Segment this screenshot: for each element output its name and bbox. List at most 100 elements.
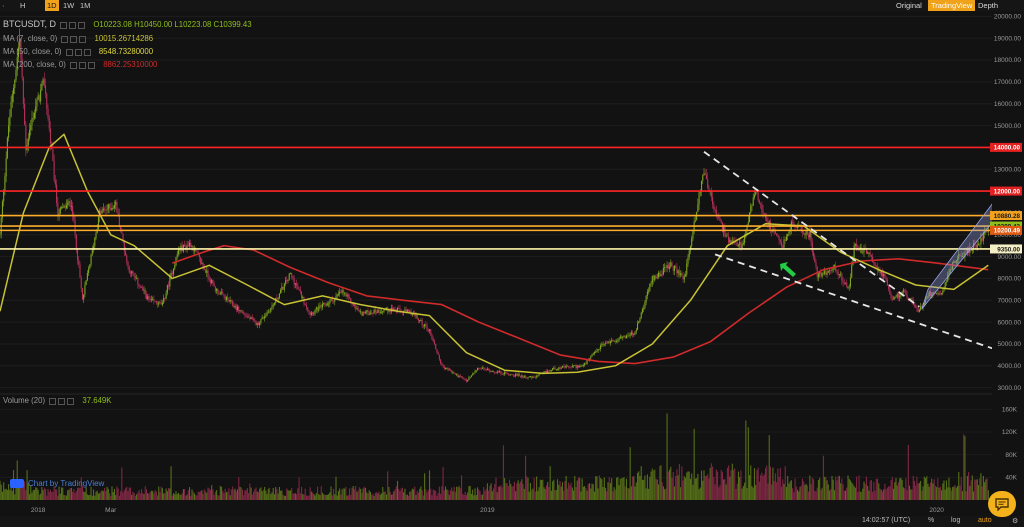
candle-body <box>280 289 282 294</box>
settings-icon[interactable] <box>69 21 77 29</box>
candle-body <box>774 230 776 234</box>
candle-body <box>812 252 815 257</box>
candle-body <box>421 320 423 326</box>
volume-bar <box>19 487 21 500</box>
volume-bar <box>789 481 791 500</box>
volume-bar <box>224 488 226 500</box>
volume-bar <box>960 477 962 500</box>
close-icon[interactable] <box>88 61 96 69</box>
candle-body <box>17 47 20 58</box>
volume-bar <box>384 491 386 500</box>
log-scale-toggle[interactable]: log <box>951 517 961 524</box>
candle-body <box>777 234 779 237</box>
volume-bar <box>106 486 108 500</box>
close-icon[interactable] <box>78 21 86 29</box>
volume-bar <box>6 490 8 500</box>
candle-body <box>196 251 198 253</box>
ma7-label[interactable]: MA (7, close, 0) <box>3 34 58 43</box>
candle-body <box>900 294 902 296</box>
candle-body <box>367 310 369 315</box>
tradingview-watermark[interactable]: Chart by TradingView <box>10 479 104 489</box>
close-icon[interactable] <box>79 35 87 43</box>
candle-body <box>446 367 448 369</box>
ma200-controls <box>68 60 96 69</box>
volume-bar <box>656 479 658 500</box>
candle-body <box>959 254 961 256</box>
candle-body <box>917 308 919 312</box>
candle-body <box>678 270 680 276</box>
candle-body <box>104 208 106 210</box>
volume-bar <box>233 489 235 500</box>
volume-bar <box>858 475 860 500</box>
volume-label[interactable]: Volume (20) <box>3 396 46 405</box>
candle-body <box>236 306 239 311</box>
candle-body <box>971 248 973 251</box>
candle-body <box>265 315 267 317</box>
volume-bar <box>901 479 903 500</box>
ma50-label[interactable]: MA (50, close, 0) <box>3 47 62 56</box>
eye-icon[interactable] <box>49 397 57 405</box>
settings-icon[interactable] <box>74 48 82 56</box>
chat-button[interactable] <box>988 491 1016 517</box>
percent-scale-toggle[interactable]: % <box>928 517 935 524</box>
volume-bar <box>507 485 509 500</box>
candle-body <box>915 305 917 308</box>
auto-scale-toggle[interactable]: auto <box>978 517 992 524</box>
candle-body <box>613 341 615 342</box>
volume-bar <box>41 487 43 500</box>
volume-bar <box>441 486 443 500</box>
gear-icon[interactable]: ⚙ <box>1012 518 1019 525</box>
volume-bar <box>719 485 721 500</box>
candle-body <box>33 112 36 119</box>
candle-body <box>457 373 459 378</box>
candle-body <box>921 306 923 308</box>
eye-icon[interactable] <box>60 21 68 29</box>
candle-body <box>667 264 669 269</box>
volume-bar <box>329 492 331 500</box>
volume-bar <box>425 489 427 500</box>
candle-body <box>825 270 827 275</box>
eye-icon[interactable] <box>70 61 78 69</box>
volume-bar <box>650 471 652 500</box>
volume-bar <box>516 483 518 500</box>
volume-bar <box>864 483 866 500</box>
close-icon[interactable] <box>67 397 75 405</box>
close-icon[interactable] <box>83 48 91 56</box>
candle-body <box>910 298 912 300</box>
timeframe-h-button[interactable]: H <box>20 1 26 10</box>
eye-icon[interactable] <box>65 48 73 56</box>
view-tradingview-button[interactable]: TradingView <box>928 0 976 11</box>
candle-body <box>238 306 240 312</box>
settings-icon[interactable] <box>58 397 66 405</box>
candle-body <box>574 365 576 367</box>
timeframe-1d-button[interactable]: 1D <box>45 0 59 11</box>
volume-bar <box>688 471 690 500</box>
eye-icon[interactable] <box>61 35 69 43</box>
timeframe-minute-button[interactable]: · <box>2 1 5 10</box>
candle-body <box>932 292 934 295</box>
candle-body <box>286 280 288 282</box>
symbol-label[interactable]: BTCUSDT, D <box>3 19 57 29</box>
timeframe-1w-button[interactable]: 1W <box>63 1 75 10</box>
candle-body <box>3 190 5 202</box>
volume-bar <box>5 488 7 500</box>
volume-bar <box>543 487 545 500</box>
timeframe-1m-button[interactable]: 1M <box>80 1 91 10</box>
settings-icon[interactable] <box>79 61 87 69</box>
view-original-button[interactable]: Original <box>896 1 922 10</box>
candle-body <box>341 290 343 293</box>
candle-body <box>76 248 79 261</box>
volume-bar <box>185 495 187 500</box>
volume-bar <box>598 475 600 500</box>
ma7-controls <box>59 34 87 43</box>
ma200-label[interactable]: MA (200, close, 0) <box>3 60 66 69</box>
view-depth-button[interactable]: Depth <box>978 1 999 10</box>
volume-bar <box>394 489 396 500</box>
candle-body <box>907 297 909 301</box>
volume-bar <box>751 486 753 500</box>
candle-body <box>433 341 436 344</box>
settings-icon[interactable] <box>70 35 78 43</box>
volume-bar <box>538 487 540 500</box>
candle-body <box>632 332 634 335</box>
